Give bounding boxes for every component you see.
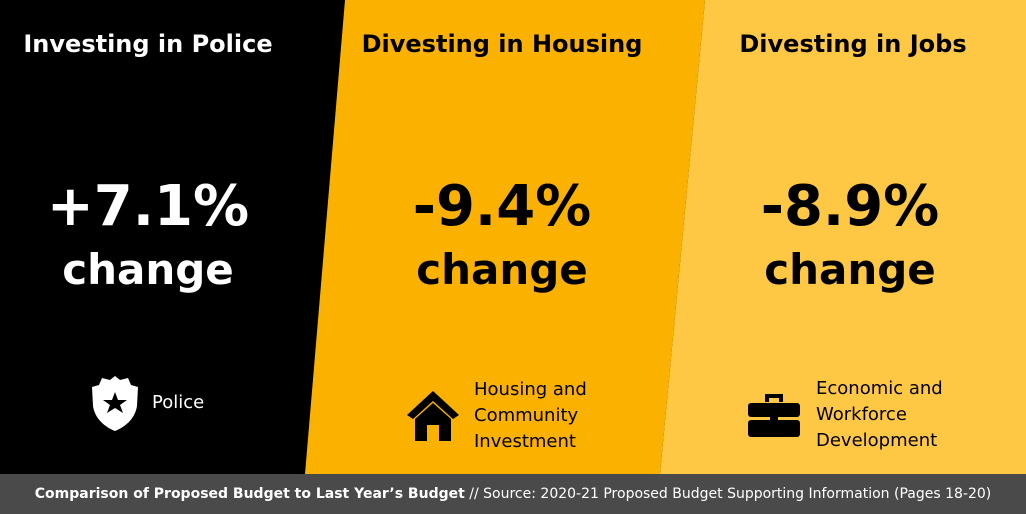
police-percent: +7.1% [46, 174, 250, 239]
panel-backgrounds [305, 0, 1026, 474]
housing-category: Housing and Community Investment [405, 377, 587, 455]
police-category: Police [90, 374, 204, 432]
house-icon [407, 391, 459, 441]
footer-bar: Comparison of Proposed Budget to Last Ye… [0, 474, 1026, 514]
footer-source: Source: 2020-21 Proposed Budget Supporti… [483, 486, 992, 502]
briefcase-icon [748, 394, 800, 437]
jobs-label-line: Development [816, 430, 938, 451]
housing-label-line: Community [474, 405, 579, 426]
jobs-heading: Divesting in Jobs [739, 30, 967, 58]
jobs-percent: -8.9% [760, 174, 940, 239]
police-heading: Investing in Police [23, 30, 273, 58]
housing-heading: Divesting in Housing [361, 30, 643, 58]
housing-category-label: Housing and Community Investment [474, 377, 587, 455]
jobs-category-label: Economic and Workforce Development [816, 376, 943, 454]
infographic: Investing in Police +7.1% change Police … [23, 0, 1026, 474]
housing-label-line: Investment [474, 431, 576, 452]
police-category-label: Police [152, 390, 204, 416]
police-label-line: Police [152, 392, 205, 413]
housing-percent: -9.4% [412, 174, 592, 239]
housing-change-label: change [416, 245, 588, 294]
housing-panel-bg [305, 0, 705, 474]
footer-separator: // [464, 486, 484, 502]
jobs-label-line: Workforce [816, 404, 907, 425]
jobs-panel-bg [660, 0, 1026, 474]
footer-title: Comparison of Proposed Budget to Last Ye… [34, 486, 465, 502]
jobs-label-line: Economic and [816, 378, 943, 399]
police-change-label: change [62, 245, 234, 294]
jobs-category: Economic and Workforce Development [746, 376, 943, 454]
housing-label-line: Housing and [474, 379, 587, 400]
police-badge-icon [92, 376, 138, 431]
jobs-change-label: change [764, 245, 936, 294]
